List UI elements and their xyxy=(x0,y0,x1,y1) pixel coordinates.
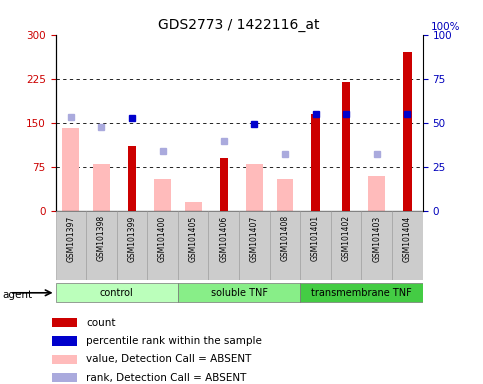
Bar xyxy=(147,211,178,280)
Bar xyxy=(178,211,209,280)
Bar xyxy=(246,164,263,211)
Bar xyxy=(128,146,136,211)
Text: GSM101402: GSM101402 xyxy=(341,215,351,262)
Bar xyxy=(56,283,178,302)
Bar xyxy=(403,52,412,211)
Text: GSM101404: GSM101404 xyxy=(403,215,412,262)
Bar xyxy=(311,114,320,211)
Bar xyxy=(62,127,79,211)
Text: GSM101408: GSM101408 xyxy=(281,215,289,262)
Text: GSM101401: GSM101401 xyxy=(311,215,320,262)
Bar xyxy=(56,211,86,280)
Bar xyxy=(219,158,228,211)
Bar xyxy=(93,164,110,211)
Text: 100%: 100% xyxy=(431,22,460,32)
Text: value, Detection Call = ABSENT: value, Detection Call = ABSENT xyxy=(86,354,251,364)
Text: control: control xyxy=(100,288,134,298)
Text: GSM101397: GSM101397 xyxy=(66,215,75,262)
Bar xyxy=(369,176,385,211)
Bar xyxy=(361,211,392,280)
Bar xyxy=(277,179,293,211)
Text: agent: agent xyxy=(2,290,32,300)
Text: percentile rank within the sample: percentile rank within the sample xyxy=(86,336,262,346)
Text: GSM101398: GSM101398 xyxy=(97,215,106,262)
Text: GSM101405: GSM101405 xyxy=(189,215,198,262)
Text: GSM101403: GSM101403 xyxy=(372,215,381,262)
Bar xyxy=(185,202,201,211)
Bar xyxy=(86,211,117,280)
Bar xyxy=(300,211,331,280)
Text: GSM101400: GSM101400 xyxy=(158,215,167,262)
Bar xyxy=(178,283,300,302)
Title: GDS2773 / 1422116_at: GDS2773 / 1422116_at xyxy=(158,18,320,32)
Text: transmembrane TNF: transmembrane TNF xyxy=(311,288,412,298)
Bar xyxy=(52,318,77,327)
Bar xyxy=(239,211,270,280)
Text: GSM101407: GSM101407 xyxy=(250,215,259,262)
Bar xyxy=(52,373,77,382)
Text: GSM101406: GSM101406 xyxy=(219,215,228,262)
Bar xyxy=(52,336,77,346)
Text: rank, Detection Call = ABSENT: rank, Detection Call = ABSENT xyxy=(86,373,246,383)
Bar xyxy=(209,211,239,280)
Bar xyxy=(117,211,147,280)
Bar xyxy=(154,179,171,211)
Bar xyxy=(270,211,300,280)
Text: soluble TNF: soluble TNF xyxy=(211,288,268,298)
Bar xyxy=(52,355,77,364)
Text: GSM101399: GSM101399 xyxy=(128,215,137,262)
Bar xyxy=(300,283,423,302)
Bar xyxy=(331,211,361,280)
Bar xyxy=(392,211,423,280)
Bar xyxy=(342,82,351,211)
Text: count: count xyxy=(86,318,115,328)
